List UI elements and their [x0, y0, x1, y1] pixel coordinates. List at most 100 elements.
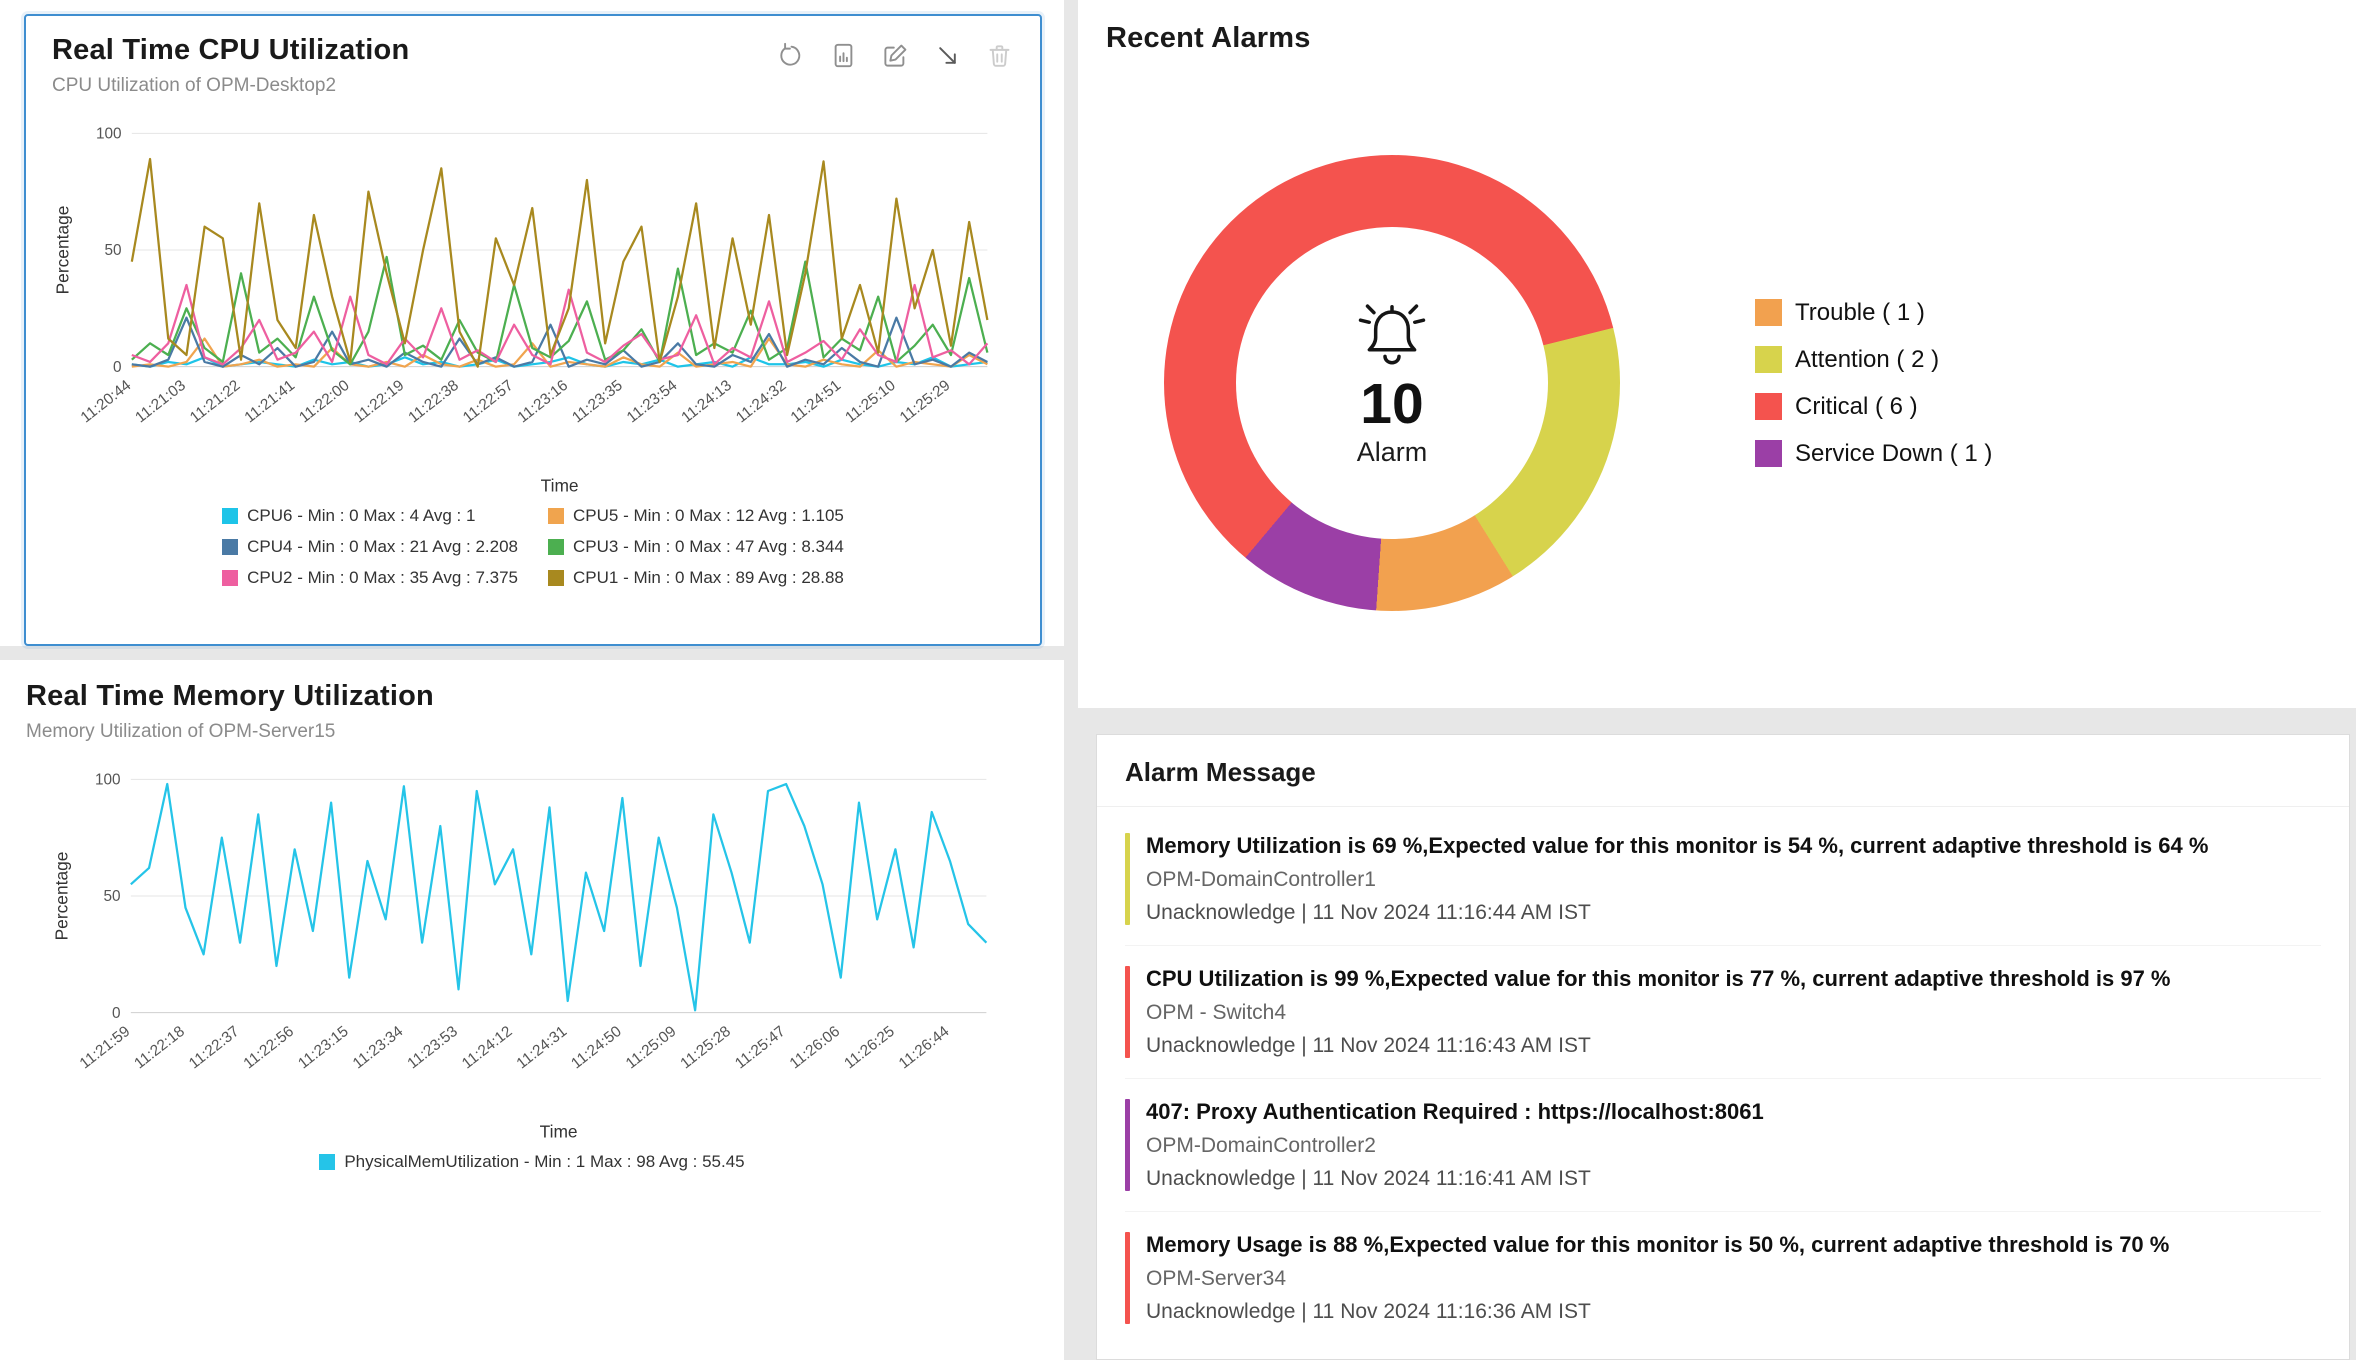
svg-text:100: 100	[95, 771, 121, 788]
edit-icon[interactable]	[880, 42, 910, 72]
legend-item[interactable]: CPU4 - Min : 0 Max : 21 Avg : 2.208	[222, 537, 518, 557]
legend-swatch	[1755, 393, 1782, 420]
svg-text:11:22:37: 11:22:37	[186, 1023, 243, 1072]
legend-swatch	[222, 569, 239, 586]
alarm-summary: 10 Alarm Trouble ( 1 ) Attention ( 2 ) Cri…	[1106, 155, 2328, 611]
svg-text:0: 0	[112, 1005, 121, 1022]
legend-swatch	[319, 1153, 336, 1170]
memory-utilization-widget[interactable]: Real Time Memory Utilization Memory Util…	[0, 660, 1064, 1360]
legend-label: CPU2 - Min : 0 Max : 35 Avg : 7.375	[247, 567, 518, 587]
legend-item[interactable]: CPU1 - Min : 0 Max : 89 Avg : 28.88	[548, 568, 844, 588]
legend-label: CPU5 - Min : 0 Max : 12 Avg : 1.105	[573, 505, 844, 525]
legend-label: CPU6 - Min : 0 Max : 4 Avg : 1	[247, 505, 476, 525]
alarm-list-item[interactable]: CPU Utilization is 99 %,Expected value f…	[1125, 966, 2321, 1079]
legend-label: Attention ( 2 )	[1795, 345, 1940, 373]
svg-text:100: 100	[96, 125, 122, 142]
alarm-status-line: Unacknowledge | 11 Nov 2024 11:16:43 AM …	[1146, 1034, 1591, 1057]
legend-label: Service Down ( 1 )	[1795, 439, 1993, 467]
legend-label: CPU1 - Min : 0 Max : 89 Avg : 28.88	[573, 567, 844, 587]
alarm-device-name[interactable]: OPM-Server34	[1146, 1267, 1287, 1290]
alarm-status-line: Unacknowledge | 11 Nov 2024 11:16:36 AM …	[1146, 1300, 1591, 1323]
svg-text:11:24:51: 11:24:51	[788, 377, 845, 426]
refresh-icon[interactable]	[776, 42, 806, 72]
svg-text:11:22:19: 11:22:19	[351, 377, 408, 426]
legend-swatch	[548, 538, 564, 555]
svg-text:11:25:09: 11:25:09	[623, 1023, 680, 1072]
svg-text:11:24:50: 11:24:50	[568, 1023, 625, 1072]
legend-swatch	[222, 538, 239, 555]
svg-text:11:25:29: 11:25:29	[897, 377, 954, 426]
svg-text:11:20:44: 11:20:44	[78, 377, 135, 427]
legend-item: Critical ( 6 )	[1755, 393, 1992, 421]
alarm-list: Memory Utilization is 69 %,Expected valu…	[1097, 807, 2349, 1344]
svg-text:11:23:53: 11:23:53	[404, 1023, 461, 1072]
svg-text:11:24:32: 11:24:32	[733, 377, 790, 426]
svg-text:11:22:38: 11:22:38	[405, 377, 462, 426]
legend-item[interactable]: CPU6 - Min : 0 Max : 4 Avg : 1	[222, 506, 518, 526]
alarm-status-line: Unacknowledge | 11 Nov 2024 11:16:44 AM …	[1146, 901, 1591, 924]
svg-text:11:24:12: 11:24:12	[459, 1023, 516, 1072]
legend-item[interactable]: CPU5 - Min : 0 Max : 12 Avg : 1.105	[548, 506, 844, 526]
svg-text:Percentage: Percentage	[52, 206, 72, 295]
svg-text:11:24:13: 11:24:13	[678, 377, 735, 426]
legend-item: Trouble ( 1 )	[1755, 299, 1992, 327]
alarm-donut-chart[interactable]: 10 Alarm	[1164, 155, 1620, 611]
alarm-severity-legend: Trouble ( 1 ) Attention ( 2 ) Critical ( 6…	[1755, 299, 1992, 468]
svg-text:11:21:03: 11:21:03	[132, 377, 189, 426]
alarm-list-item[interactable]: Memory Utilization is 69 %,Expected valu…	[1125, 833, 2321, 946]
legend-label: Critical ( 6 )	[1795, 392, 1918, 420]
alarm-list-item[interactable]: 407: Proxy Authentication Required : htt…	[1125, 1099, 2321, 1212]
legend-item[interactable]: CPU2 - Min : 0 Max : 35 Avg : 7.375	[222, 568, 518, 588]
svg-text:11:22:00: 11:22:00	[296, 377, 353, 426]
svg-text:11:21:59: 11:21:59	[77, 1023, 134, 1072]
svg-text:11:25:10: 11:25:10	[842, 377, 899, 426]
memory-chart-legend: PhysicalMemUtilization - Min : 1 Max : 9…	[26, 1152, 1038, 1172]
memory-widget-subtitle: Memory Utilization of OPM-Server15	[26, 721, 336, 742]
ringing-bell-icon	[1353, 298, 1431, 373]
legend-item[interactable]: CPU3 - Min : 0 Max : 47 Avg : 8.344	[548, 537, 844, 557]
alarm-message-text: 407: Proxy Authentication Required : htt…	[1146, 1099, 1764, 1124]
legend-swatch	[1755, 346, 1782, 373]
legend-label: CPU3 - Min : 0 Max : 47 Avg : 8.344	[573, 536, 844, 556]
resize-icon[interactable]	[932, 42, 962, 72]
legend-label: PhysicalMemUtilization - Min : 1 Max : 9…	[344, 1151, 745, 1171]
cpu-utilization-widget[interactable]: Real Time CPU Utilization CPU Utilizatio…	[24, 14, 1042, 646]
svg-text:11:23:34: 11:23:34	[350, 1023, 407, 1073]
svg-text:11:21:41: 11:21:41	[241, 377, 298, 426]
alarm-donut-center: 10 Alarm	[1236, 227, 1548, 539]
alarm-device-name[interactable]: OPM - Switch4	[1146, 1001, 1287, 1024]
legend-item: Attention ( 2 )	[1755, 346, 1992, 374]
severity-bar	[1125, 833, 1130, 925]
svg-text:11:22:18: 11:22:18	[131, 1023, 188, 1072]
alarm-message-panel: Alarm Message Memory Utilization is 69 %…	[1096, 734, 2350, 1360]
legend-swatch	[222, 507, 239, 524]
legend-swatch	[1755, 440, 1782, 467]
svg-text:11:26:44: 11:26:44	[896, 1023, 953, 1073]
alarm-total-label: Alarm	[1356, 437, 1428, 468]
svg-text:11:22:57: 11:22:57	[460, 377, 517, 426]
svg-text:11:24:31: 11:24:31	[514, 1023, 571, 1072]
report-icon[interactable]	[828, 42, 858, 72]
alarm-message-text: Memory Utilization is 69 %,Expected valu…	[1146, 833, 2209, 858]
trash-icon[interactable]	[984, 42, 1014, 72]
alarm-device-name[interactable]: OPM-DomainController2	[1146, 1134, 1376, 1157]
svg-text:Time: Time	[540, 1122, 578, 1142]
alarm-message-text: Memory Usage is 88 %,Expected value for …	[1146, 1232, 2170, 1257]
cpu-widget-header: Real Time CPU Utilization CPU Utilizatio…	[52, 34, 1014, 97]
cpu-widget-subtitle: CPU Utilization of OPM-Desktop2	[52, 75, 337, 96]
memory-widget-title: Real Time Memory Utilization	[26, 680, 434, 712]
svg-text:Time: Time	[541, 476, 579, 496]
memory-line-chart: 05010011:21:5911:22:1811:22:3711:22:5611…	[51, 771, 988, 1142]
alarm-device-name[interactable]: OPM-DomainController1	[1146, 868, 1376, 891]
cpu-widget-title: Real Time CPU Utilization	[52, 34, 410, 66]
cpu-chart-legend: CPU6 - Min : 0 Max : 4 Avg : 1 CPU5 - Min…	[52, 506, 1014, 588]
legend-label: CPU4 - Min : 0 Max : 21 Avg : 2.208	[247, 536, 518, 556]
alarm-total-count: 10	[1360, 371, 1424, 436]
svg-text:11:23:15: 11:23:15	[295, 1023, 352, 1072]
svg-text:11:21:22: 11:21:22	[187, 377, 244, 426]
legend-item[interactable]: PhysicalMemUtilization - Min : 1 Max : 9…	[319, 1151, 745, 1172]
alarm-list-item[interactable]: Memory Usage is 88 %,Expected value for …	[1125, 1232, 2321, 1344]
alarm-status-line: Unacknowledge | 11 Nov 2024 11:16:41 AM …	[1146, 1167, 1591, 1190]
legend-swatch	[1755, 299, 1782, 326]
svg-text:11:25:28: 11:25:28	[677, 1023, 734, 1072]
